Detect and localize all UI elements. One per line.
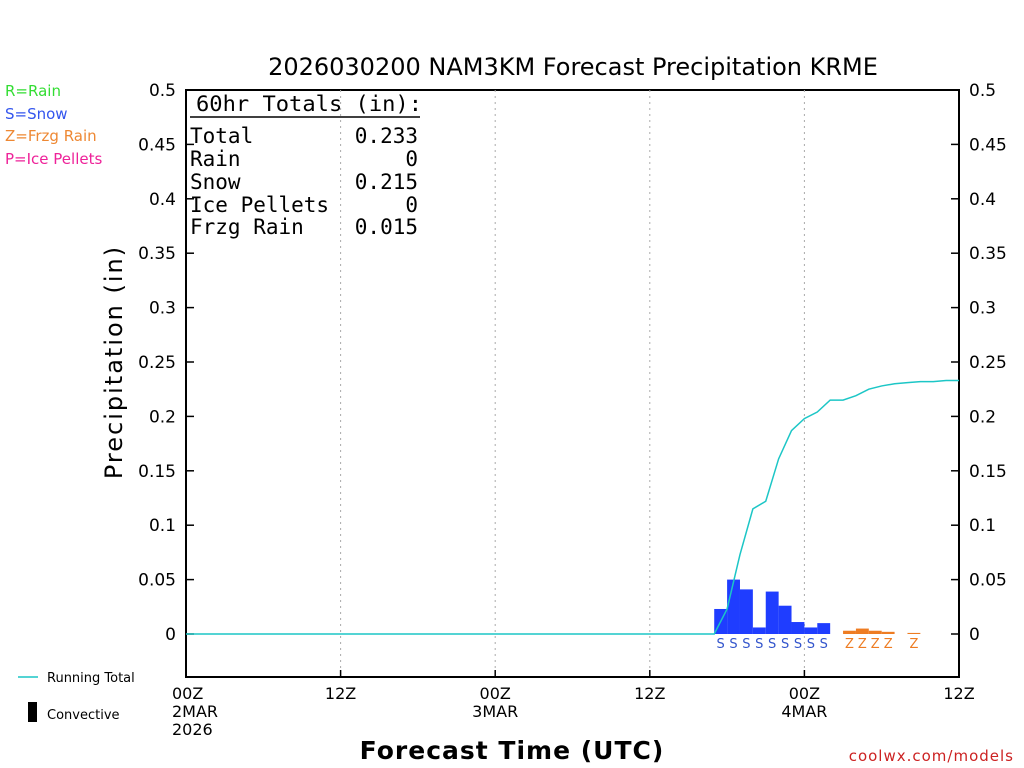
snow-marker: S bbox=[768, 637, 776, 652]
frzg-rain-marker: Z bbox=[871, 637, 880, 652]
y-tick-label-left: 0.45 bbox=[138, 135, 176, 155]
frzg-rain-bar bbox=[843, 630, 856, 634]
frzg-rain-marker: Z bbox=[858, 637, 867, 652]
x-tick-label: 00Z bbox=[789, 684, 820, 703]
totals-heading: 60hr Totals (in): bbox=[196, 92, 422, 116]
totals-box: 60hr Totals (in): Total 0.233 Rain 0 Sno… bbox=[190, 92, 422, 239]
snow-bar bbox=[739, 589, 753, 634]
frzg-rain-bar bbox=[855, 628, 869, 634]
snow-marker: S bbox=[807, 637, 815, 652]
y-tick-label-right: 0.35 bbox=[969, 244, 1007, 264]
frzg-rain-bar bbox=[907, 632, 921, 634]
snow-bar bbox=[804, 627, 818, 634]
y-tick-label-right: 0.25 bbox=[969, 353, 1007, 373]
y-ticks: 0 0 0.05 0.05 0.1 0.1 0.15 0.15 0.2 0.2 0.25 0.25 0.… bbox=[138, 81, 1007, 645]
type-legend-frzg: Z=Frzg Rain bbox=[5, 127, 97, 145]
running-total-legend-label: Running Total bbox=[47, 671, 135, 686]
frzg-rain-marker: Z bbox=[884, 637, 893, 652]
snow-marker: S bbox=[820, 637, 828, 652]
type-legend: R=Rain S=Snow Z=Frzg Rain P=Ice Pellets bbox=[5, 82, 102, 168]
frzg-rain-marker: Z bbox=[909, 637, 918, 652]
credit-text: coolwx.com/models bbox=[849, 747, 1014, 765]
snow-marker: S bbox=[742, 637, 750, 652]
running-total-line bbox=[186, 379, 959, 635]
frzg-rain-bar bbox=[881, 631, 895, 634]
grid-lines bbox=[340, 90, 805, 677]
snow-bar bbox=[778, 605, 792, 634]
snow-bar bbox=[817, 623, 831, 634]
y-tick-label-left: 0.3 bbox=[149, 299, 176, 319]
snow-marker: S bbox=[729, 637, 737, 652]
y-tick-label-left: 0.4 bbox=[149, 190, 176, 210]
snow-bar bbox=[791, 622, 805, 634]
plot-frame bbox=[185, 89, 960, 678]
type-legend-rain: R=Rain bbox=[5, 82, 61, 100]
snow-marker: S bbox=[717, 637, 725, 652]
totals-value-ice: 0 bbox=[405, 193, 418, 217]
y-tick-label-left: 0.2 bbox=[149, 407, 176, 427]
y-tick-label-left: 0.5 bbox=[149, 81, 176, 101]
x-tick-label: 00Z bbox=[480, 684, 511, 703]
x-tick-label: 12Z bbox=[325, 684, 356, 703]
y-tick-label-right: 0.05 bbox=[969, 571, 1007, 591]
type-legend-ice: P=Ice Pellets bbox=[5, 150, 102, 168]
frzg-rain-bar bbox=[868, 630, 882, 634]
totals-label-snow: Snow bbox=[190, 170, 241, 194]
y-tick-label-right: 0.1 bbox=[969, 516, 996, 536]
convective-swatch bbox=[28, 702, 37, 722]
y-tick-label-right: 0.45 bbox=[969, 135, 1007, 155]
y-tick-label-left: 0 bbox=[165, 625, 176, 645]
y-tick-label-right: 0.3 bbox=[969, 299, 996, 319]
snow-marker: S bbox=[781, 637, 789, 652]
totals-label-ice: Ice Pellets bbox=[190, 193, 329, 217]
precip-bars bbox=[714, 579, 921, 634]
y-tick-label-right: 0.15 bbox=[969, 462, 1007, 482]
snow-bar bbox=[752, 627, 766, 634]
y-tick-label-left: 0.05 bbox=[138, 571, 176, 591]
type-legend-snow: S=Snow bbox=[5, 105, 68, 123]
totals-value-frzg: 0.015 bbox=[355, 215, 418, 239]
y-tick-label-right: 0.5 bbox=[969, 81, 996, 101]
x-tick-label: 12Z bbox=[634, 684, 665, 703]
snow-marker: S bbox=[794, 637, 802, 652]
x-tick-label: 12Z bbox=[943, 684, 974, 703]
x-tick-label: 4MAR bbox=[781, 702, 827, 721]
snow-bar bbox=[765, 591, 779, 634]
x-axis-label: Forecast Time (UTC) bbox=[360, 736, 665, 765]
totals-label-rain: Rain bbox=[190, 147, 241, 171]
snow-bar bbox=[727, 579, 740, 634]
chart-title: 2026030200 NAM3KM Forecast Precipitation… bbox=[268, 53, 878, 81]
y-tick-label-right: 0.4 bbox=[969, 190, 996, 210]
frzg-rain-marker: Z bbox=[845, 637, 854, 652]
snow-marker: S bbox=[755, 637, 763, 652]
totals-label-frzg: Frzg Rain bbox=[190, 215, 304, 239]
x-tick-label: 00Z bbox=[172, 684, 203, 703]
y-tick-label-left: 0.1 bbox=[149, 516, 176, 536]
y-tick-label-left: 0.35 bbox=[138, 244, 176, 264]
bottom-legend: Running Total Convective bbox=[18, 671, 135, 723]
y-axis-label: Precipitation (in) bbox=[100, 245, 128, 479]
totals-label-total: Total bbox=[190, 124, 253, 148]
y-tick-label-right: 0.2 bbox=[969, 407, 996, 427]
convective-legend-label: Convective bbox=[47, 708, 120, 723]
y-tick-label-right: 0 bbox=[969, 625, 980, 645]
x-tick-label: 3MAR bbox=[472, 702, 518, 721]
x-tick-label: 2MAR bbox=[172, 702, 218, 721]
y-tick-label-left: 0.25 bbox=[138, 353, 176, 373]
y-tick-label-left: 0.15 bbox=[138, 462, 176, 482]
totals-value-total: 0.233 bbox=[355, 124, 418, 148]
totals-value-rain: 0 bbox=[405, 147, 418, 171]
x-tick-label: 2026 bbox=[172, 720, 213, 739]
totals-value-snow: 0.215 bbox=[355, 170, 418, 194]
